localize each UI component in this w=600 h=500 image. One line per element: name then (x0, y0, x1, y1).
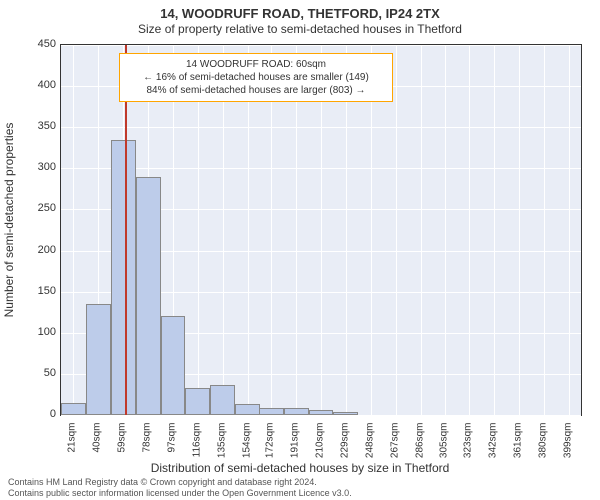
x-tick-label: 323sqm (463, 423, 474, 473)
x-tick-label: 135sqm (216, 423, 227, 473)
x-tick-label: 21sqm (67, 423, 78, 473)
annotation-line: 84% of semi-detached houses are larger (… (126, 84, 386, 97)
x-tick-label: 154sqm (241, 423, 252, 473)
gridline-v (544, 45, 545, 415)
histogram-bar (210, 385, 235, 415)
footer-line-1: Contains HM Land Registry data © Crown c… (8, 477, 592, 487)
x-tick-label: 191sqm (290, 423, 301, 473)
x-tick-label: 172sqm (265, 423, 276, 473)
x-tick-label: 78sqm (142, 423, 153, 473)
gridline-v (73, 45, 74, 415)
x-tick-label: 59sqm (117, 423, 128, 473)
y-tick-label: 200 (16, 244, 56, 256)
y-tick-label: 450 (16, 38, 56, 50)
x-tick-label: 342sqm (487, 423, 498, 473)
gridline-v (445, 45, 446, 415)
chart-title-2: Size of property relative to semi-detach… (0, 22, 600, 36)
y-tick-label: 150 (16, 285, 56, 297)
annotation-box: 14 WOODRUFF ROAD: 60sqm← 16% of semi-det… (119, 53, 393, 102)
x-tick-label: 248sqm (364, 423, 375, 473)
y-tick-label: 100 (16, 326, 56, 338)
histogram-bar (136, 177, 161, 415)
y-tick-label: 50 (16, 367, 56, 379)
y-tick-label: 0 (16, 408, 56, 420)
x-tick-label: 97sqm (166, 423, 177, 473)
histogram-bar (111, 140, 136, 415)
plot-area: 14 WOODRUFF ROAD: 60sqm← 16% of semi-det… (60, 44, 582, 416)
gridline-v (469, 45, 470, 415)
histogram-bar (284, 408, 309, 415)
histogram-bar (259, 408, 284, 415)
y-tick-label: 400 (16, 79, 56, 91)
x-tick-label: 210sqm (315, 423, 326, 473)
gridline-h (61, 415, 581, 416)
gridline-v (494, 45, 495, 415)
annotation-line: 14 WOODRUFF ROAD: 60sqm (126, 58, 386, 71)
annotation-line: ← 16% of semi-detached houses are smalle… (126, 71, 386, 84)
histogram-bar (61, 403, 86, 415)
x-tick-label: 40sqm (92, 423, 103, 473)
histogram-bar (333, 412, 358, 415)
x-tick-label: 267sqm (389, 423, 400, 473)
gridline-v (569, 45, 570, 415)
y-tick-label: 250 (16, 202, 56, 214)
x-tick-label: 305sqm (439, 423, 450, 473)
histogram-bar (309, 410, 334, 415)
histogram-bar (185, 388, 210, 415)
y-tick-label: 350 (16, 120, 56, 132)
y-tick-label: 300 (16, 161, 56, 173)
histogram-bar (235, 404, 260, 415)
x-tick-label: 399sqm (562, 423, 573, 473)
x-tick-label: 116sqm (191, 423, 202, 473)
x-tick-label: 361sqm (512, 423, 523, 473)
gridline-v (396, 45, 397, 415)
x-tick-label: 229sqm (339, 423, 350, 473)
histogram-bar (161, 316, 186, 415)
histogram-bar (86, 304, 111, 415)
chart-title-1: 14, WOODRUFF ROAD, THETFORD, IP24 2TX (0, 6, 600, 21)
y-axis-label: Number of semi-detached properties (2, 123, 16, 318)
gridline-v (421, 45, 422, 415)
gridline-v (519, 45, 520, 415)
x-tick-label: 380sqm (537, 423, 548, 473)
footer-attribution: Contains HM Land Registry data © Crown c… (8, 477, 592, 498)
x-tick-label: 286sqm (414, 423, 425, 473)
footer-line-2: Contains public sector information licen… (8, 488, 592, 498)
